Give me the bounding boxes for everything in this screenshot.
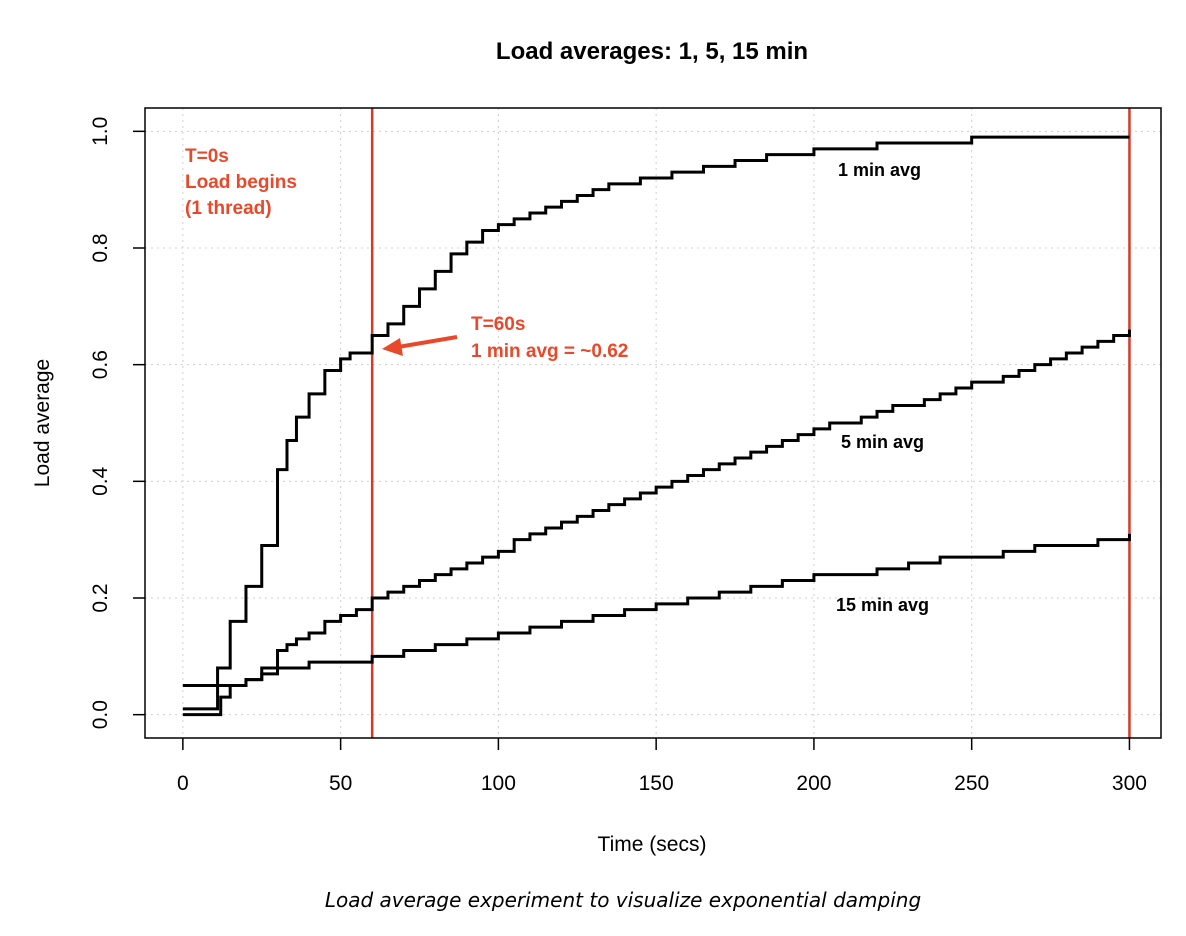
x-tick-label-3: 150 [639, 772, 674, 795]
series-label-15min: 15 min avg [836, 595, 929, 615]
series-line-5-min-avg [182, 329, 1131, 717]
t60-note: T=60s 1 min avg = ~0.62 [471, 314, 628, 362]
note-line-t60: T=60s [471, 314, 525, 335]
chart-title: Load averages: 1, 5, 15 min [496, 38, 808, 65]
series-label-5min: 5 min avg [841, 432, 924, 452]
y-tick-label-4: 0.8 [89, 233, 112, 262]
y-tick-label-5: 1.0 [89, 117, 112, 146]
x-tick-label-4: 200 [796, 772, 831, 795]
series-line-1-min-avg [182, 135, 1130, 711]
x-tick-label-2: 100 [481, 772, 516, 795]
load-average-chart: Load averages: 1, 5, 15 min 0 50 100 150 200… [31, 38, 1162, 856]
note-line-one-thread: (1 thread) [185, 198, 272, 219]
y-tick-label-0: 0.0 [89, 700, 112, 729]
note-line-t0: T=0s [185, 146, 229, 167]
y-tick-label-1: 0.2 [89, 583, 112, 612]
y-tick-label-2: 0.4 [89, 466, 112, 496]
figure-caption: Load average experiment to visualize exp… [324, 888, 922, 912]
x-tick-label-1: 50 [329, 772, 352, 795]
x-axis-label: Time (secs) [598, 833, 707, 856]
series-group [182, 135, 1131, 717]
y-axis-label: Load average [31, 359, 54, 487]
x-tick-label-5: 250 [954, 772, 989, 795]
grid [145, 108, 1161, 738]
t60-arrow [382, 335, 458, 356]
x-axis: 0 50 100 150 200 250 300 [177, 738, 1147, 795]
series-label-1min: 1 min avg [838, 160, 921, 180]
y-tick-label-3: 0.6 [89, 350, 112, 379]
x-tick-label-6: 300 [1112, 772, 1147, 795]
note-line-avg-value: 1 min avg = ~0.62 [471, 341, 628, 362]
plot-frame [144, 107, 1162, 739]
load-begins-note: T=0s Load begins (1 thread) [185, 146, 302, 219]
reference-lines [370, 108, 1131, 738]
x-tick-label-0: 0 [177, 772, 189, 795]
y-axis: 0.0 0.2 0.4 0.6 0.8 1.0 [89, 117, 145, 729]
note-line-load-begins: Load begins [185, 172, 297, 193]
series-line-15-min-avg [182, 533, 1131, 687]
